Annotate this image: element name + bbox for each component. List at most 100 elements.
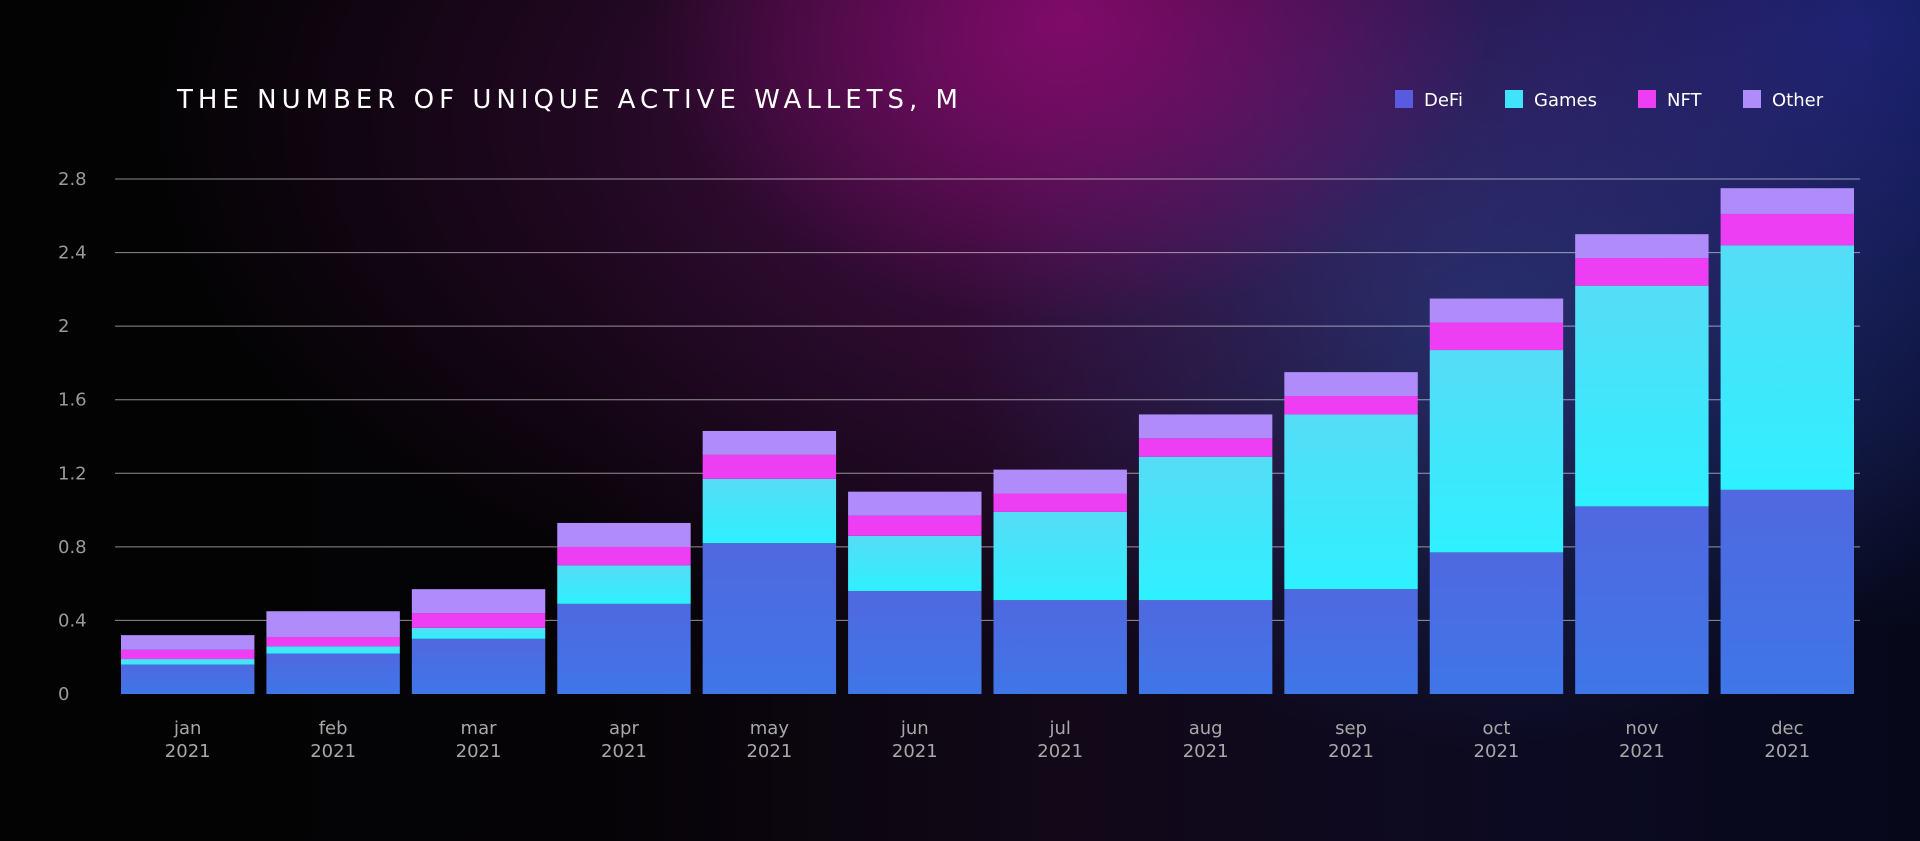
bar-stack-jul xyxy=(993,469,1127,694)
bar-segment-nft xyxy=(121,649,255,660)
bar-segment-games xyxy=(1138,456,1273,601)
y-tick-label: 0.8 xyxy=(58,537,87,558)
y-tick-label: 1.2 xyxy=(58,463,87,484)
x-tick-month: jan xyxy=(173,718,201,739)
bar-segment-nft xyxy=(848,515,982,536)
x-tick-month: jul xyxy=(1048,718,1070,739)
bar-segment-defi xyxy=(411,638,546,694)
bar-segment-nft xyxy=(1284,396,1418,415)
bar-segment-nft xyxy=(1138,438,1273,457)
chart-title: THE NUMBER OF UNIQUE ACTIVE WALLETS, M xyxy=(176,85,963,115)
bar-segment-games xyxy=(557,565,691,604)
legend-label-games: Games xyxy=(1534,90,1597,111)
x-tick-month: dec xyxy=(1771,718,1803,739)
bar-segment-other xyxy=(1575,234,1709,259)
legend-swatch-defi xyxy=(1395,90,1413,108)
y-tick-label: 2.4 xyxy=(58,243,87,264)
x-tick-month: mar xyxy=(461,718,498,739)
x-tick-month: feb xyxy=(319,718,348,739)
x-tick-year: 2021 xyxy=(456,741,502,762)
bar-stack-oct xyxy=(1429,298,1564,694)
x-tick-month: oct xyxy=(1482,718,1510,739)
bar-segment-other xyxy=(266,611,400,637)
bar-stack-feb xyxy=(266,611,400,694)
bar-stack-jun xyxy=(848,491,982,694)
bar-segment-defi xyxy=(1429,552,1564,694)
bar-segment-defi xyxy=(1284,589,1418,694)
x-tick-year: 2021 xyxy=(310,741,356,762)
gridlines xyxy=(115,178,1860,621)
bar-segment-other xyxy=(121,635,255,650)
x-axis: jan2021feb2021mar2021apr2021may2021jun20… xyxy=(165,718,1810,762)
bar-segment-nft xyxy=(1429,322,1564,351)
x-tick-month: may xyxy=(750,718,790,739)
y-tick-label: 0 xyxy=(58,684,69,705)
bar-stack-mar xyxy=(411,589,546,694)
y-tick-label: 0.4 xyxy=(58,610,87,631)
bar-stack-may xyxy=(702,430,837,694)
x-tick-year: 2021 xyxy=(1619,741,1665,762)
bar-stack-nov xyxy=(1575,234,1709,694)
bar-segment-other xyxy=(1720,188,1854,214)
x-tick-year: 2021 xyxy=(165,741,211,762)
legend-swatch-games xyxy=(1505,90,1523,108)
bar-segment-nft xyxy=(411,613,546,628)
bar-segment-defi xyxy=(1720,489,1854,694)
bar-segment-other xyxy=(1284,372,1418,397)
x-tick-year: 2021 xyxy=(601,741,647,762)
y-tick-label: 1.6 xyxy=(58,390,87,411)
bar-segment-games xyxy=(848,535,982,591)
bar-stack-apr xyxy=(557,522,691,694)
x-tick-year: 2021 xyxy=(1183,741,1229,762)
x-tick-year: 2021 xyxy=(1037,741,1083,762)
bar-segment-defi xyxy=(121,664,255,694)
bar-segment-games xyxy=(993,511,1127,601)
bar-segment-defi xyxy=(702,543,837,694)
x-tick-month: jun xyxy=(900,718,929,739)
legend-label-other: Other xyxy=(1772,90,1824,111)
bar-segment-games xyxy=(1284,414,1418,590)
x-tick-month: sep xyxy=(1335,718,1367,739)
bar-segment-nft xyxy=(702,454,837,479)
bar-stack-sep xyxy=(1284,372,1418,694)
bar-segment-games xyxy=(411,627,546,639)
legend: DeFi Games NFT Other xyxy=(1395,90,1824,111)
bar-stack-jan xyxy=(121,635,255,694)
bar-stack-aug xyxy=(1138,414,1273,694)
x-tick-year: 2021 xyxy=(892,741,938,762)
bar-segment-other xyxy=(411,589,546,614)
y-axis: 0 0.4 0.8 1.2 1.6 2 2.4 2.8 xyxy=(58,169,87,705)
bar-segment-games xyxy=(1575,285,1709,507)
x-tick-year: 2021 xyxy=(746,741,792,762)
bar-segment-other xyxy=(993,469,1127,494)
bar-segment-defi xyxy=(1138,600,1273,694)
x-tick-year: 2021 xyxy=(1328,741,1374,762)
x-tick-year: 2021 xyxy=(1764,741,1810,762)
x-tick-month: apr xyxy=(609,718,639,739)
bar-segment-games xyxy=(1429,350,1564,553)
bar-segment-games xyxy=(702,478,837,544)
y-tick-label: 2.8 xyxy=(58,169,87,190)
bar-segment-defi xyxy=(848,591,982,694)
bar-segment-other xyxy=(1138,414,1273,439)
bar-segment-defi xyxy=(1575,506,1709,694)
bar-stack-dec xyxy=(1720,188,1854,694)
bar-segment-nft xyxy=(1720,213,1854,246)
bars xyxy=(121,188,1854,694)
bar-segment-games xyxy=(1720,245,1854,490)
y-tick-label: 2 xyxy=(58,316,69,337)
x-tick-year: 2021 xyxy=(1474,741,1520,762)
legend-label-defi: DeFi xyxy=(1424,90,1463,111)
bar-segment-nft xyxy=(993,493,1127,512)
legend-swatch-nft xyxy=(1638,90,1656,108)
legend-label-nft: NFT xyxy=(1667,90,1703,111)
bar-segment-games xyxy=(266,646,400,654)
bar-segment-nft xyxy=(557,546,691,566)
bar-segment-defi xyxy=(993,600,1127,694)
bar-segment-other xyxy=(702,430,837,455)
bar-segment-defi xyxy=(557,603,691,694)
bar-segment-games xyxy=(121,659,255,665)
bar-segment-other xyxy=(848,491,982,516)
bar-segment-defi xyxy=(266,653,400,694)
